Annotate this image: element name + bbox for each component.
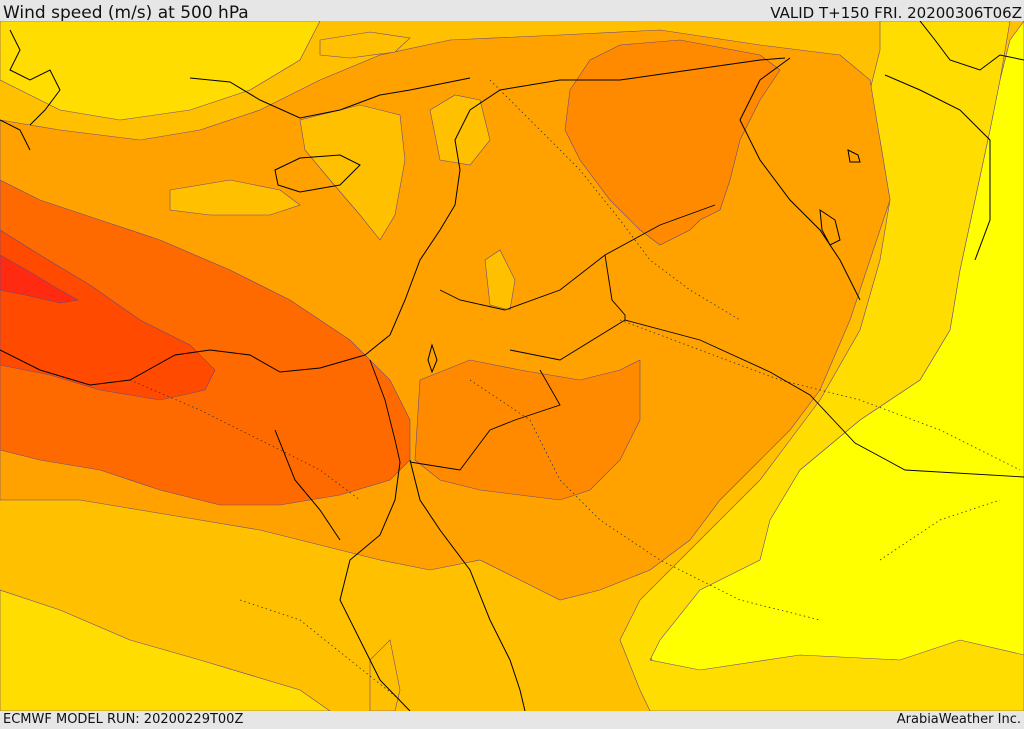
- band-3-patch-1: [169, 179, 301, 216]
- header-bar: Wind speed (m/s) at 500 hPa VALID T+150 …: [0, 0, 1024, 22]
- model-run: ECMWF MODEL RUN: 20200229T00Z: [3, 712, 244, 727]
- band-2-region-southwest: [0, 589, 331, 711]
- band-3-patch-5: [319, 31, 411, 59]
- band-7-region-west: [0, 229, 216, 401]
- footer-bar: ECMWF MODEL RUN: 20200229T00Z ArabiaWeat…: [0, 711, 1024, 729]
- coastlines: [0, 21, 1024, 711]
- band-2-region-east: [619, 21, 1024, 711]
- wind-speed-map-svg: [0, 21, 1024, 711]
- credit: ArabiaWeather Inc.: [896, 712, 1021, 727]
- dotted-border-lines: [129, 79, 1021, 701]
- wind-speed-map: [0, 21, 1024, 711]
- valid-time: VALID T+150 FRI. 20200306T06Z: [770, 4, 1022, 22]
- map-title: Wind speed (m/s) at 500 hPa: [3, 3, 249, 23]
- band-2-region-north: [0, 21, 321, 121]
- country-borders: [369, 204, 1024, 478]
- band-5-region-central: [414, 359, 641, 501]
- band-8-region-core: [0, 254, 79, 304]
- band-3-patch-4: [484, 249, 516, 311]
- band-5-region-northeast: [564, 39, 781, 246]
